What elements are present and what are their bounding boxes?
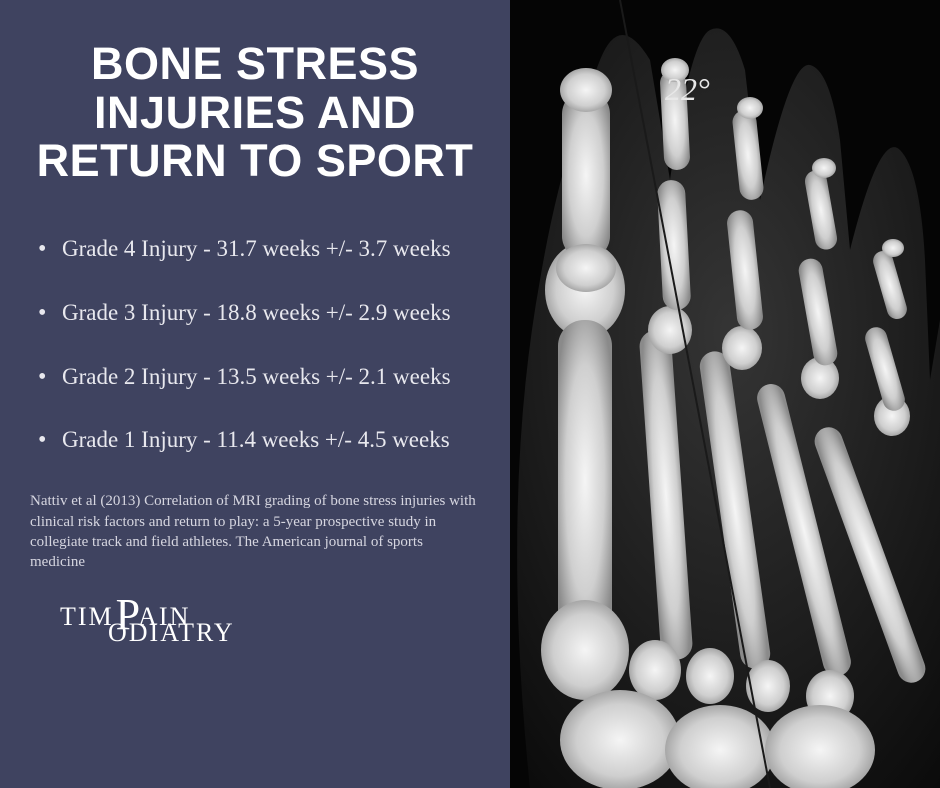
injury-grade-list: Grade 4 Injury - 31.7 weeks +/- 3.7 week… xyxy=(30,234,480,490)
foot-xray-icon: 22° xyxy=(510,0,940,788)
xray-image-panel: 22° xyxy=(510,0,940,788)
xray-annotation: 22° xyxy=(665,71,710,107)
list-item: Grade 2 Injury - 13.5 weeks +/- 2.1 week… xyxy=(38,362,480,392)
logo-text: TIM xyxy=(60,606,114,628)
citation-text: Nattiv et al (2013) Correlation of MRI g… xyxy=(30,491,480,572)
info-panel: BONE STRESS INJURIES AND RETURN TO SPORT… xyxy=(0,0,510,788)
list-item: Grade 4 Injury - 31.7 weeks +/- 3.7 week… xyxy=(38,234,480,264)
logo-text: P xyxy=(116,600,140,631)
brand-logo: TIM P AIN ODIATRY xyxy=(60,596,480,644)
list-item: Grade 1 Injury - 11.4 weeks +/- 4.5 week… xyxy=(38,425,480,455)
list-item: Grade 3 Injury - 18.8 weeks +/- 2.9 week… xyxy=(38,298,480,328)
page-title: BONE STRESS INJURIES AND RETURN TO SPORT xyxy=(30,40,480,186)
